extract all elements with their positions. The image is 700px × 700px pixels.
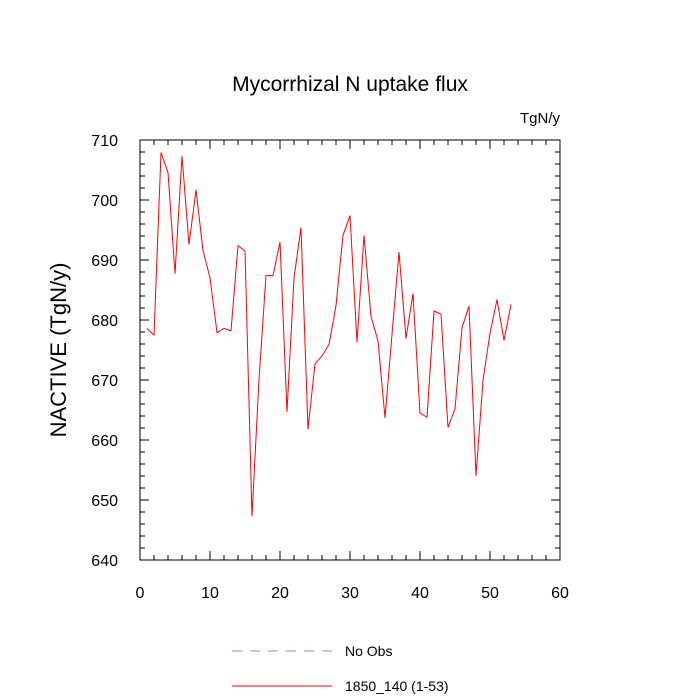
x-tick-label: 50 <box>481 585 499 602</box>
axis-ticks <box>139 139 561 561</box>
series-line-0 <box>146 152 512 517</box>
plot-frame <box>139 139 561 561</box>
y-tick-label: 670 <box>91 373 118 390</box>
x-tick-label: 60 <box>551 585 569 602</box>
legend-label-no-obs: No Obs <box>345 643 392 659</box>
legend: No Obs 1850_140 (1-53) <box>232 643 449 694</box>
y-tick-label: 680 <box>91 313 118 330</box>
units-label: TgN/y <box>520 110 561 127</box>
y-axis-label: NACTIVE (TgN/y) <box>46 263 71 438</box>
y-tick-label: 710 <box>91 133 118 150</box>
y-tick-label: 640 <box>91 553 118 570</box>
y-tick-label: 700 <box>91 193 118 210</box>
axis-tick-labels: 0 10 20 30 40 50 60 640 650 660 670 680 690 700 710 <box>91 133 569 602</box>
legend-label-1850-140: 1850_140 (1-53) <box>345 678 449 694</box>
series-layer <box>146 152 512 517</box>
x-tick-label: 40 <box>411 585 429 602</box>
y-tick-label: 650 <box>91 493 118 510</box>
x-tick-label: 30 <box>341 585 359 602</box>
x-tick-label: 0 <box>136 585 145 602</box>
y-tick-label: 660 <box>91 433 118 450</box>
y-tick-label: 690 <box>91 253 118 270</box>
chart-title: Mycorrhizal N uptake flux <box>232 73 468 96</box>
x-tick-label: 10 <box>201 585 219 602</box>
x-tick-label: 20 <box>271 585 289 602</box>
